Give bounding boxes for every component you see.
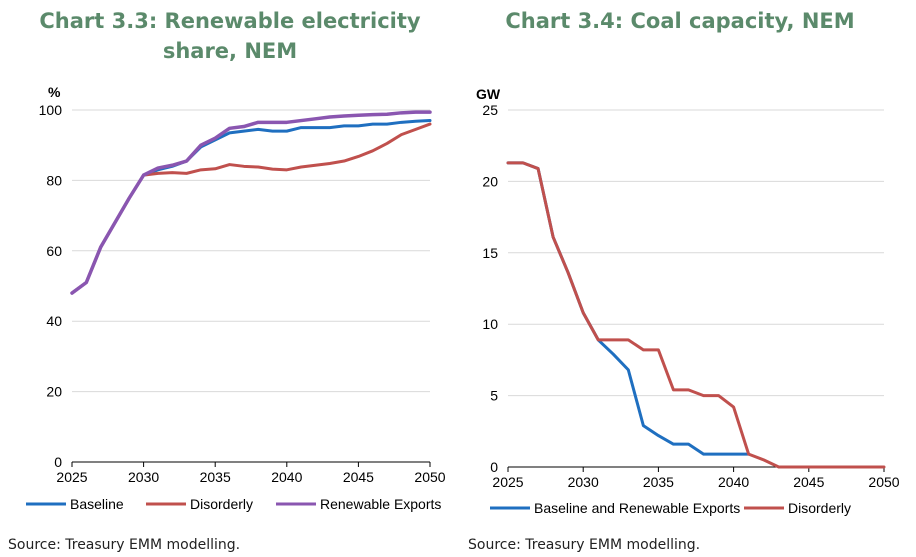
- chart2-xtick-label-2050: 2050: [868, 474, 899, 490]
- chart2-series-line-0: [506, 161, 751, 456]
- chart2-ytick-label-25: 25: [482, 102, 498, 118]
- chart1-series-line-1: [70, 122, 432, 295]
- chart1-xtick-label-2035: 2035: [200, 469, 231, 485]
- chart1-ytick-label-0: 0: [54, 454, 62, 470]
- chart1-series-line-2: [70, 110, 432, 295]
- chart1-xtick-label-2025: 2025: [56, 469, 87, 485]
- chart2-xtick-label-2030: 2030: [568, 474, 599, 490]
- chart2-legend-label-1: Disorderly: [788, 500, 851, 516]
- chart1-ytick-label-80: 80: [46, 172, 62, 188]
- chart1-xtick-label-2045: 2045: [343, 469, 374, 485]
- chart2-xtick-label-2045: 2045: [793, 474, 824, 490]
- chart1-legend-label-2: Renewable Exports: [320, 496, 441, 512]
- chart1-legend-label-1: Disorderly: [190, 496, 253, 512]
- chart2-xtick-label-2025: 2025: [492, 474, 523, 490]
- chart1-y-unit-label: %: [48, 84, 61, 100]
- chart1-xtick-label-2050: 2050: [414, 469, 445, 485]
- chart2-legend-label-0: Baseline and Renewable Exports: [534, 500, 740, 516]
- chart1-legend-label-0: Baseline: [70, 496, 124, 512]
- chart1-xtick-label-2040: 2040: [271, 469, 302, 485]
- chart2-ytick-label-20: 20: [482, 173, 498, 189]
- chart1-ytick-label-20: 20: [46, 384, 62, 400]
- chart1-ytick-label-100: 100: [39, 102, 63, 118]
- chart2-title: Chart 3.4: Coal capacity, NEM: [470, 6, 890, 36]
- chart1-ytick-label-40: 40: [46, 313, 62, 329]
- chart2-ytick-label-0: 0: [490, 459, 498, 475]
- chart2-title-line1: Chart 3.4: Coal capacity, NEM: [505, 9, 855, 33]
- chart2-xtick-label-2040: 2040: [718, 474, 749, 490]
- chart2-source: Source: Treasury EMM modelling.: [468, 537, 701, 553]
- chart1-title-line1: Chart 3.3: Renewable electricity: [39, 9, 421, 33]
- chart1-title: Chart 3.3: Renewable electricity share, …: [20, 6, 440, 66]
- chart1-source: Source: Treasury EMM modelling.: [8, 537, 241, 553]
- chart1-xtick-label-2030: 2030: [128, 469, 159, 485]
- chart2-ytick-label-5: 5: [490, 388, 498, 404]
- chart2-y-unit-label: GW: [476, 86, 501, 102]
- chart1-ytick-label-60: 60: [46, 243, 62, 259]
- chart2-ytick-label-10: 10: [482, 316, 498, 332]
- chart1-title-line2: share, NEM: [162, 39, 298, 63]
- chart2-xtick-label-2035: 2035: [643, 474, 674, 490]
- chart2-ytick-label-15: 15: [482, 245, 498, 261]
- chart2-series-line-1: [506, 161, 886, 469]
